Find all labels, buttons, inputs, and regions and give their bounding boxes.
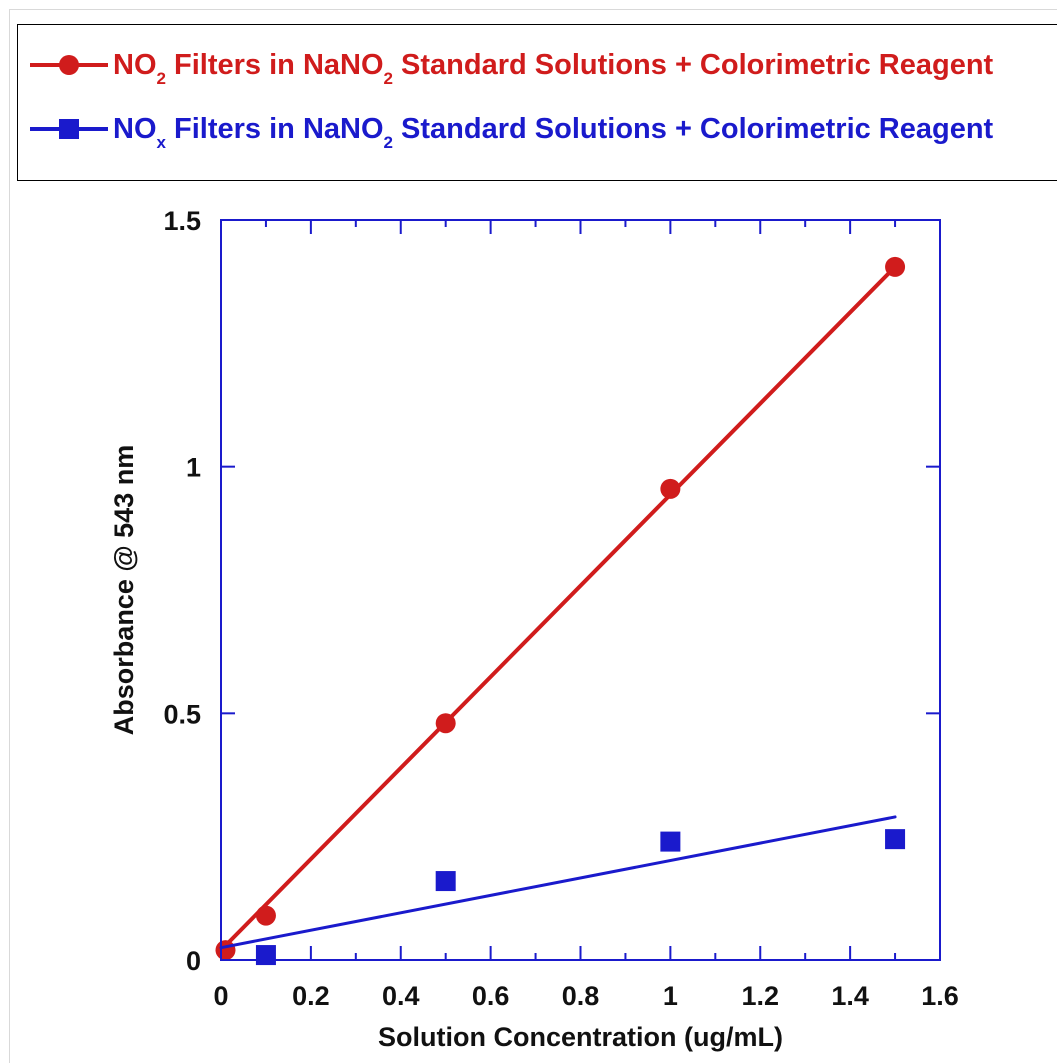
x-tick-label: 0.8 xyxy=(562,981,600,1011)
x-tick-label: 0.6 xyxy=(472,981,510,1011)
data-point-circle xyxy=(885,256,906,277)
x-axis-label: Solution Concentration (ug/mL) xyxy=(378,1022,783,1052)
x-tick-label: 0.2 xyxy=(292,981,330,1011)
y-tick-label: 1.5 xyxy=(163,206,201,236)
fit-line xyxy=(219,815,897,950)
data-point-square xyxy=(660,831,681,852)
legend-label-no2: NO2 Filters in NaNO2 Standard Solutions … xyxy=(113,49,994,88)
data-point-square xyxy=(885,829,906,850)
plot-area-border xyxy=(220,219,941,961)
figure-frame xyxy=(9,9,1057,1063)
y-tick-label: 1 xyxy=(186,453,201,483)
data-point-circle xyxy=(435,713,456,734)
chart-legend: NO2 Filters in NaNO2 Standard Solutions … xyxy=(17,24,1057,181)
legend-key-red-circle xyxy=(30,55,108,75)
x-tick-label: 0 xyxy=(213,981,228,1011)
x-tick-label: 1.4 xyxy=(831,981,869,1011)
data-point-circle xyxy=(215,940,236,961)
x-tick-label: 1.2 xyxy=(741,981,779,1011)
y-axis-label: Absorbance @ 543 nm xyxy=(109,445,139,735)
legend-key-blue-square xyxy=(30,119,108,139)
data-point-square xyxy=(255,945,276,966)
fit-line xyxy=(219,264,898,953)
x-tick-label: 1 xyxy=(663,981,678,1011)
data-point-square xyxy=(435,871,456,892)
data-point-circle xyxy=(255,905,276,926)
y-tick-label: 0 xyxy=(186,946,201,976)
series-nox xyxy=(219,815,906,966)
series-no2 xyxy=(215,256,906,961)
tick-labels: 0 0.2 0.4 0.6 0.8 1 1.2 1.4 1.6 0 0.5 1 1.5 xyxy=(163,206,958,1011)
x-tick-label: 1.6 xyxy=(921,981,959,1011)
legend-label-nox: NOx Filters in NaNO2 Standard Solutions … xyxy=(113,113,994,152)
series-layer xyxy=(215,256,906,966)
data-point-circle xyxy=(660,478,681,499)
y-tick-label: 0.5 xyxy=(163,699,201,729)
x-tick-label: 0.4 xyxy=(382,981,420,1011)
